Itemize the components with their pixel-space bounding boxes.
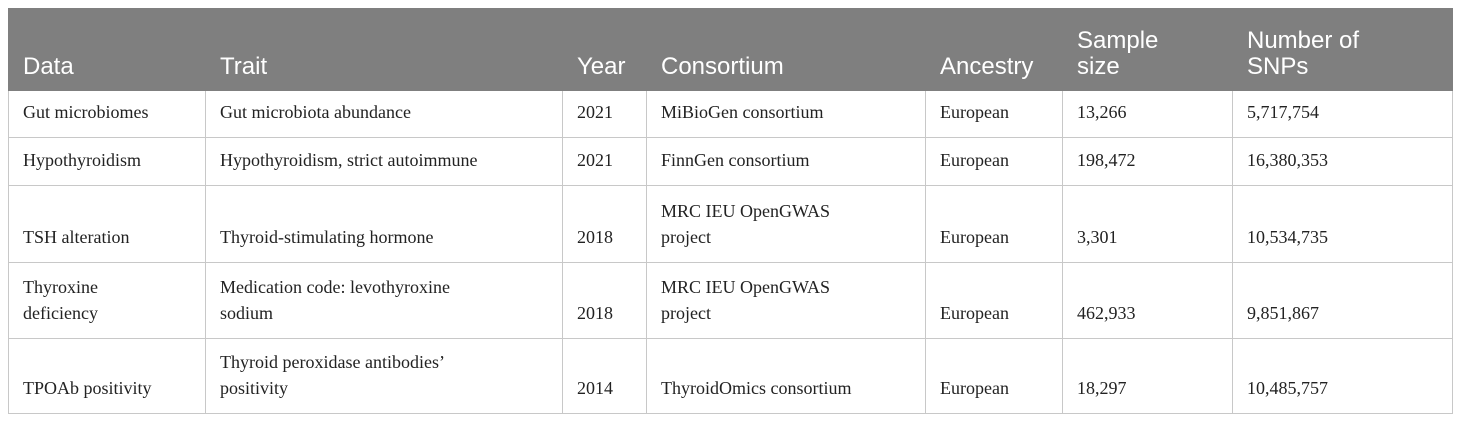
header-cell: Ancestry [925, 8, 1063, 91]
table-cell: European [925, 185, 1063, 263]
table-cell: 2021 [562, 90, 647, 138]
table-cell: European [925, 338, 1063, 414]
table-cell: European [925, 137, 1063, 186]
cell-line: Sample [1077, 27, 1159, 54]
table-cell: 9,851,867 [1232, 262, 1453, 339]
cell-line: project [661, 227, 711, 247]
cell-line: MRC IEU OpenGWAS [661, 277, 830, 297]
table-cell: 10,485,757 [1232, 338, 1453, 414]
cell-line: SNPs [1247, 53, 1309, 80]
cell-line: MRC IEU OpenGWAS [661, 201, 830, 221]
cell-line: Medication code: levothyroxine [220, 277, 450, 297]
cell-line: sodium [220, 303, 274, 323]
cell-line: Thyroxine [23, 277, 98, 297]
cell-line: size [1077, 53, 1120, 80]
header-cell: Consortium [646, 8, 926, 91]
table-cell: European [925, 90, 1063, 138]
table-cell: MRC IEU OpenGWAS project [646, 262, 926, 339]
table-cell: Thyroid peroxidase antibodies’ positivity [205, 338, 563, 414]
table-cell: 18,297 [1062, 338, 1233, 414]
cell-line: project [661, 303, 711, 323]
table-cell: 2021 [562, 137, 647, 186]
data-table: Data Trait Year Consortium Ancestry Sample siz… [8, 8, 1453, 414]
table-cell: FinnGen consortium [646, 137, 926, 186]
table-cell: 5,717,754 [1232, 90, 1453, 138]
table-cell: European [925, 262, 1063, 339]
table-cell: 2018 [562, 185, 647, 263]
table-cell: 462,933 [1062, 262, 1233, 339]
cell-line: Number of [1247, 27, 1360, 54]
table-cell: TSH alteration [8, 185, 206, 263]
table-cell: 13,266 [1062, 90, 1233, 138]
cell-line: deficiency [23, 303, 98, 323]
header-cell: Trait [205, 8, 563, 91]
table-row: Thyroxine deficiency Medication code: levo… [8, 262, 1453, 339]
table-cell: 3,301 [1062, 185, 1233, 263]
table-cell: Hypothyroidism [8, 137, 206, 186]
table-cell: Thyroid-stimulating hormone [205, 185, 563, 263]
table-cell: MRC IEU OpenGWAS project [646, 185, 926, 263]
table-cell: 2018 [562, 262, 647, 339]
table-cell: Thyroxine deficiency [8, 262, 206, 339]
table-row: Hypothyroidism Hypothyroidism, strict aut… [8, 137, 1453, 186]
table-row: TSH alteration Thyroid-stimulating hormon… [8, 185, 1453, 263]
table-cell: 10,534,735 [1232, 185, 1453, 263]
table-cell: Medication code: levothyroxine sodium [205, 262, 563, 339]
table-cell: ThyroidOmics consortium [646, 338, 926, 414]
header-cell: Sample size [1062, 8, 1233, 91]
table-cell: Gut microbiomes [8, 90, 206, 138]
header-cell: Data [8, 8, 206, 91]
header-row: Data Trait Year Consortium Ancestry Sample siz… [8, 8, 1453, 91]
table-cell: 2014 [562, 338, 647, 414]
table-row: TPOAb positivity Thyroid peroxidase antib… [8, 338, 1453, 414]
table-cell: 198,472 [1062, 137, 1233, 186]
table-cell: TPOAb positivity [8, 338, 206, 414]
header-cell: Number of SNPs [1232, 8, 1453, 91]
cell-line: positivity [220, 378, 289, 398]
header-cell: Year [562, 8, 647, 91]
table-cell: MiBioGen consortium [646, 90, 926, 138]
table-cell: 16,380,353 [1232, 137, 1453, 186]
table-cell: Gut microbiota abundance [205, 90, 563, 138]
table-cell: Hypothyroidism, strict autoimmune [205, 137, 563, 186]
table-row: Gut microbiomes Gut microbiota abundance 2… [8, 90, 1453, 138]
cell-line: Thyroid peroxidase antibodies’ [220, 352, 445, 372]
